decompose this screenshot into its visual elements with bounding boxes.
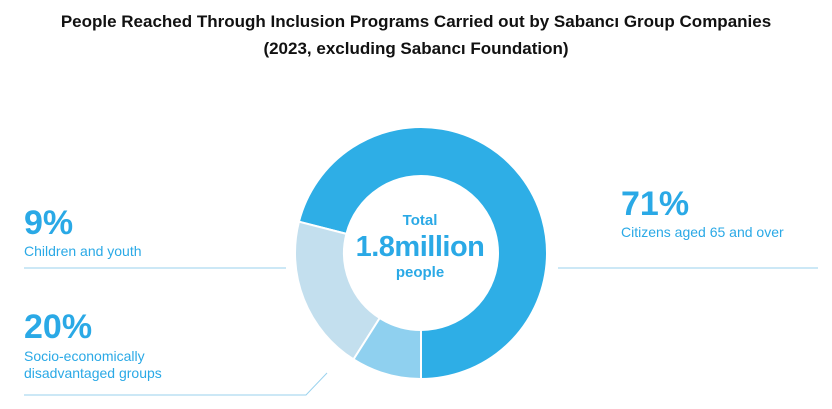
data-label-citizens-percent: 71% (621, 185, 690, 223)
data-label-disadvantaged-name-line1: Socio-economically (24, 348, 145, 364)
data-label-disadvantaged-percent: 20% (24, 308, 93, 346)
data-label-children-percent: 9% (24, 204, 74, 242)
slice-citizens-65-plus (297, 126, 548, 381)
chart-subtitle: (2023, excluding Sabancı Foundation) (263, 39, 569, 58)
center-label-top: Total (402, 212, 438, 229)
slice-children-and-youth (352, 316, 422, 381)
data-label-citizens-name: Citizens aged 65 and over (621, 224, 784, 240)
data-label-disadvantaged-name-line2: disadvantaged groups (24, 365, 162, 381)
donut-center: Total 1.8million people (340, 212, 500, 282)
data-label-children-name: Children and youth (24, 243, 142, 259)
center-label-bottom: people (395, 264, 445, 281)
chart-title-block: People Reached Through Inclusion Program… (0, 8, 832, 62)
leader-line-disadvantaged (24, 372, 328, 396)
chart-title: People Reached Through Inclusion Program… (60, 12, 772, 31)
center-total-value: 1.8million (355, 231, 485, 263)
